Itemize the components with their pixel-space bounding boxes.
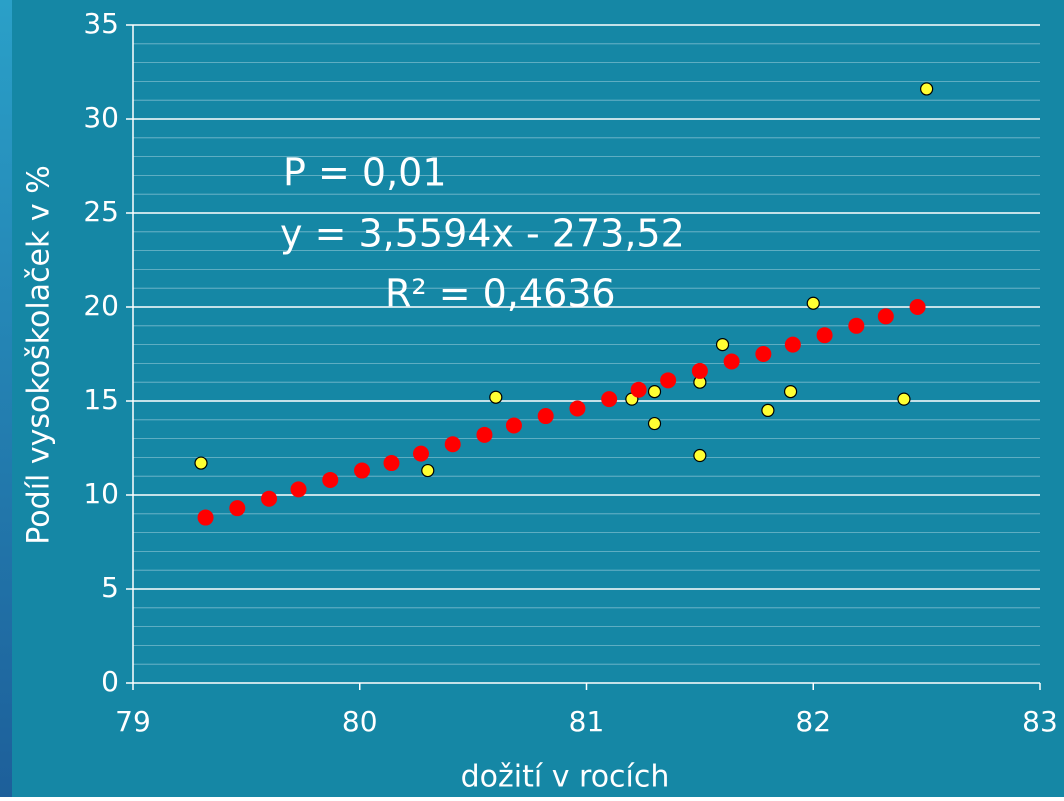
point	[630, 381, 647, 398]
point	[537, 408, 554, 425]
x-tick-label: 82	[795, 705, 831, 738]
point	[421, 463, 435, 478]
point	[290, 481, 307, 498]
point	[806, 296, 820, 310]
point	[505, 417, 522, 434]
annotation: P = 0,01	[283, 151, 447, 195]
side-strip	[0, 0, 12, 797]
point	[647, 416, 662, 431]
point	[877, 308, 894, 325]
y-axis-title: Podíl vysokoškolaček v %	[22, 165, 57, 544]
point	[647, 385, 662, 399]
y-tick-label: 30	[83, 101, 119, 134]
point	[660, 372, 677, 389]
point	[715, 338, 730, 352]
point	[261, 490, 278, 507]
y-tick-label: 10	[83, 477, 119, 510]
point	[569, 400, 586, 417]
annotation: y = 3,5594x - 273,52	[280, 212, 685, 256]
point	[229, 500, 246, 517]
y-tick-label: 20	[83, 289, 119, 322]
point	[920, 82, 934, 96]
y-tick-label: 15	[83, 383, 119, 416]
y-tick-label: 0	[101, 665, 119, 698]
point	[784, 336, 801, 353]
point	[412, 445, 429, 462]
point	[783, 385, 798, 399]
point	[476, 426, 493, 443]
x-tick-label: 80	[342, 705, 378, 738]
point	[755, 346, 772, 362]
x-axis-title: dožití v rocích	[461, 760, 670, 795]
point	[816, 327, 833, 344]
y-tick-label: 25	[83, 195, 119, 228]
point	[693, 448, 707, 463]
point	[194, 456, 208, 470]
point	[909, 299, 926, 315]
x-tick-label: 79	[115, 705, 151, 738]
point	[489, 390, 503, 404]
point	[354, 462, 371, 479]
point	[322, 471, 339, 488]
grid: 0 5 10 15 20 25 30 35 79 80 81 82 83	[83, 7, 1057, 738]
marks	[194, 82, 934, 526]
point	[197, 509, 214, 526]
point	[444, 436, 461, 453]
y-tick-label: 35	[83, 7, 119, 40]
point	[601, 391, 618, 408]
point	[761, 403, 775, 417]
y-tick-label: 5	[101, 571, 119, 604]
annotation: R² = 0,4636	[385, 272, 616, 316]
point	[897, 392, 911, 406]
x-tick-label: 81	[569, 705, 605, 738]
point	[723, 353, 740, 370]
point	[383, 455, 400, 472]
point	[848, 317, 865, 334]
x-tick-label: 83	[1022, 705, 1058, 738]
point	[691, 362, 708, 379]
